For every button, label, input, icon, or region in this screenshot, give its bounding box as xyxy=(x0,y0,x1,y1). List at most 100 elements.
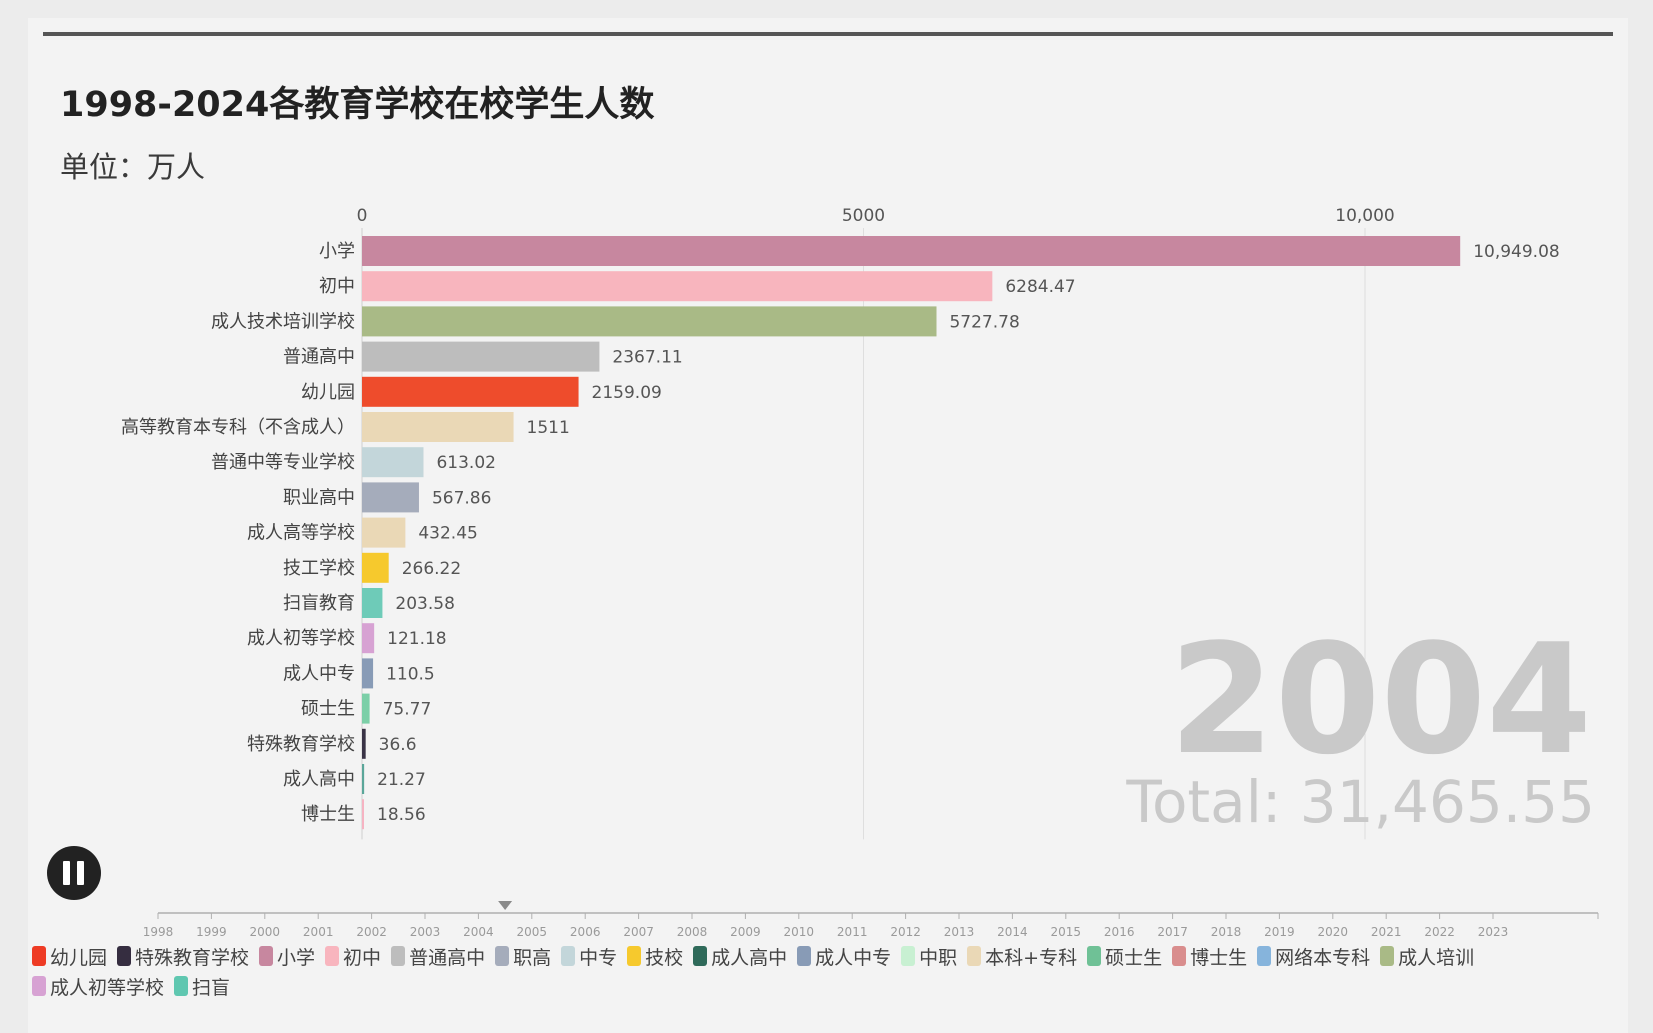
value-label-15: 21.27 xyxy=(377,770,426,790)
bar-5 xyxy=(362,412,514,442)
bar-0 xyxy=(362,236,1461,266)
legend-swatch xyxy=(1087,946,1102,966)
timeline-year-2008: 2008 xyxy=(677,925,708,939)
x-tick-label-0: 0 xyxy=(357,206,368,226)
top-divider xyxy=(43,32,1613,36)
legend-swatch xyxy=(1380,946,1395,966)
value-label-11: 121.18 xyxy=(387,629,446,649)
timeline-year-2023: 2023 xyxy=(1478,925,1509,939)
bar-1 xyxy=(362,271,993,302)
category-label-11: 成人初等学校 xyxy=(247,628,355,649)
legend-swatch xyxy=(627,946,642,966)
legend-label: 特殊教育学校 xyxy=(135,946,250,969)
legend-label: 成人中专 xyxy=(815,946,892,969)
legend-item-1[interactable]: 特殊教育学校 xyxy=(117,944,250,969)
legend-item-2[interactable]: 小学 xyxy=(259,944,315,969)
timeline-year-2004: 2004 xyxy=(463,925,494,939)
timeline-year-2001: 2001 xyxy=(303,925,334,939)
category-label-6: 普通中等专业学校 xyxy=(211,452,355,473)
legend-swatch xyxy=(967,946,982,966)
timeline-year-2017: 2017 xyxy=(1157,925,1188,939)
legend-swatch xyxy=(391,946,406,966)
value-label-10: 203.58 xyxy=(395,594,454,614)
legend-item-16[interactable]: 成人初等学校 xyxy=(32,974,164,999)
timeline-year-1998: 1998 xyxy=(143,925,174,939)
current-year-label: 2004 xyxy=(1169,611,1592,788)
pause-button[interactable] xyxy=(47,846,101,900)
legend-item-5[interactable]: 职高 xyxy=(495,944,551,969)
legend-label: 博士生 xyxy=(1190,946,1248,969)
value-label-3: 2367.11 xyxy=(612,348,682,368)
value-label-13: 75.77 xyxy=(383,700,432,720)
value-label-16: 18.56 xyxy=(377,805,426,825)
bar-10 xyxy=(362,588,383,618)
chart-title: 1998-2024各教育学校在校学生人数 xyxy=(60,85,655,125)
x-tick-label-1: 5000 xyxy=(842,206,885,226)
legend-item-14[interactable]: 网络本专科 xyxy=(1257,944,1370,969)
category-label-15: 成人高中 xyxy=(283,769,355,790)
legend-swatch xyxy=(325,946,340,966)
legend-item-4[interactable]: 普通高中 xyxy=(391,944,486,969)
legend-label: 中职 xyxy=(919,946,958,969)
bar-4 xyxy=(362,376,579,407)
timeline-year-2012: 2012 xyxy=(890,925,921,939)
timeline-year-1999: 1999 xyxy=(196,925,227,939)
bar-13 xyxy=(362,693,370,724)
value-label-1: 6284.47 xyxy=(1005,277,1075,297)
total-label: Total: 31,465.55 xyxy=(1125,768,1595,836)
legend-item-10[interactable]: 中职 xyxy=(901,944,958,969)
bar-3 xyxy=(362,341,600,372)
legend-item-9[interactable]: 成人中专 xyxy=(797,944,892,969)
value-label-8: 432.45 xyxy=(418,524,477,544)
value-label-7: 567.86 xyxy=(432,488,491,508)
legend-item-3[interactable]: 初中 xyxy=(325,944,382,969)
timeline-year-2018: 2018 xyxy=(1211,925,1242,939)
legend-label: 成人培训 xyxy=(1398,946,1475,969)
legend-label: 本科+专科 xyxy=(985,946,1078,969)
timeline-year-2019: 2019 xyxy=(1264,925,1295,939)
bar-2 xyxy=(362,306,937,337)
timeline-year-2005: 2005 xyxy=(517,925,548,939)
timeline-year-2002: 2002 xyxy=(356,925,387,939)
legend-label: 普通高中 xyxy=(409,946,486,969)
legend-swatch xyxy=(1257,946,1272,966)
category-label-12: 成人中专 xyxy=(283,663,355,684)
legend-item-8[interactable]: 成人高中 xyxy=(693,944,788,969)
value-label-14: 36.6 xyxy=(379,735,417,755)
legend-item-7[interactable]: 技校 xyxy=(627,944,683,969)
timeline-year-2021: 2021 xyxy=(1371,925,1402,939)
category-label-7: 职业高中 xyxy=(283,487,355,508)
legend-item-11[interactable]: 本科+专科 xyxy=(967,944,1078,969)
category-label-4: 幼儿园 xyxy=(301,382,355,403)
category-label-10: 扫盲教育 xyxy=(283,593,355,614)
timeline-year-2020: 2020 xyxy=(1318,925,1349,939)
legend-item-15[interactable]: 成人培训 xyxy=(1380,944,1475,969)
timeline-position-marker[interactable] xyxy=(498,901,513,910)
timeline-year-2006: 2006 xyxy=(570,925,601,939)
timeline-year-2010: 2010 xyxy=(784,925,815,939)
legend-label: 中专 xyxy=(579,946,618,969)
legend-item-17[interactable]: 扫盲 xyxy=(174,974,230,999)
category-label-13: 硕士生 xyxy=(301,699,355,720)
bar-16 xyxy=(362,799,364,830)
legend-item-12[interactable]: 硕士生 xyxy=(1087,944,1163,969)
legend-swatch xyxy=(32,976,46,996)
legend-label: 成人高中 xyxy=(711,946,788,969)
timeline-year-2011: 2011 xyxy=(837,925,868,939)
legend-swatch xyxy=(259,946,274,966)
legend-swatch xyxy=(901,946,916,966)
value-label-9: 266.22 xyxy=(402,559,461,579)
legend-label: 初中 xyxy=(343,946,382,969)
category-label-9: 技工学校 xyxy=(283,558,355,579)
value-label-4: 2159.09 xyxy=(592,383,662,403)
category-label-8: 成人高等学校 xyxy=(247,523,355,544)
legend-item-13[interactable]: 博士生 xyxy=(1172,944,1248,969)
bar-12 xyxy=(362,658,374,689)
legend-swatch xyxy=(561,946,576,966)
timeline-year-2016: 2016 xyxy=(1104,925,1135,939)
category-label-5: 高等教育本专科（不含成人） xyxy=(121,417,355,438)
legend-item-6[interactable]: 中专 xyxy=(561,944,618,969)
legend-label: 硕士生 xyxy=(1105,946,1163,969)
legend-item-0[interactable]: 幼儿园 xyxy=(32,944,107,969)
